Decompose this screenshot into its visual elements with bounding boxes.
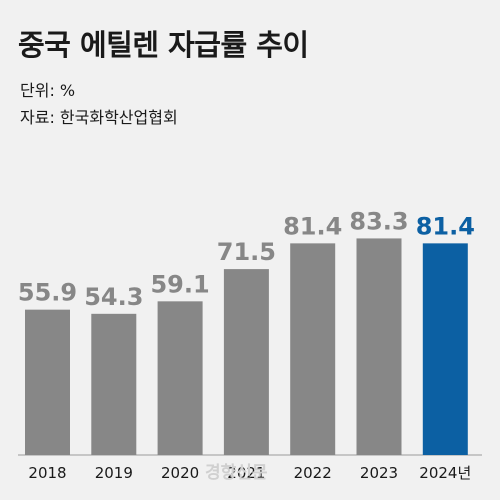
- watermark-text: 경향신문: [205, 463, 268, 483]
- bar-2020: [157, 301, 203, 455]
- data-label-2020: 59.1: [150, 270, 209, 298]
- source-label: 자료: 한국화학산업협회: [20, 108, 178, 127]
- bar-2024년: [422, 243, 468, 455]
- unit-label: 단위: %: [20, 81, 76, 100]
- bar-2018: [25, 309, 70, 455]
- data-label-2023: 83.3: [349, 207, 408, 235]
- x-tick-label-2024년: 2024년: [419, 464, 471, 482]
- data-label-2021: 71.5: [217, 238, 276, 266]
- data-label-2024년: 81.4: [416, 212, 475, 240]
- x-tick-label-2021: 2021: [227, 464, 265, 482]
- bar-2019: [91, 313, 137, 455]
- bar-2023: [356, 238, 402, 455]
- x-tick-label-2018: 2018: [28, 464, 66, 482]
- x-tick-label-2020: 2020: [161, 464, 199, 482]
- x-tick-label-2019: 2019: [95, 464, 133, 482]
- chart-title: 중국 에틸렌 자급률 추이: [18, 28, 309, 62]
- x-tick-label-2022: 2022: [294, 464, 332, 482]
- data-label-2019: 54.3: [84, 283, 143, 311]
- bar-2021: [223, 269, 269, 455]
- x-tick-label-2023: 2023: [360, 464, 398, 482]
- data-label-2022: 81.4: [283, 212, 342, 240]
- bar-2022: [290, 243, 336, 455]
- data-label-2018: 55.9: [18, 279, 77, 307]
